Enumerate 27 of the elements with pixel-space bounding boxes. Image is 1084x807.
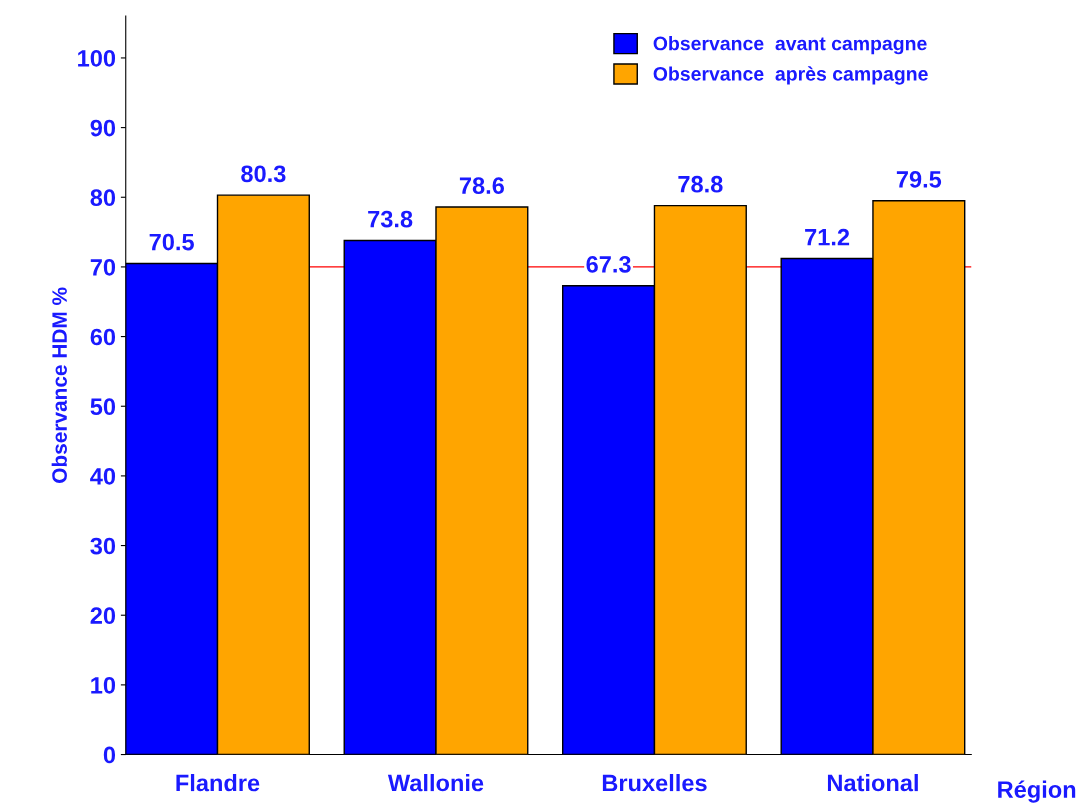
y-tick-label: 20: [90, 607, 116, 625]
legend-label: Observance avant campagne: [653, 36, 927, 55]
legend-label: Observance après campagne: [653, 66, 928, 85]
y-tick-label: 50: [90, 398, 116, 416]
x-axis-title: Région: [998, 780, 1076, 803]
y-tick-label: 100: [78, 50, 116, 67]
x-tick-label: Flandre: [176, 773, 260, 792]
data-label: 67.3: [586, 255, 631, 273]
x-tick-label: Bruxelles: [602, 773, 707, 792]
x-tick-label: Wallonie: [387, 773, 484, 792]
data-label: 73.8: [368, 210, 413, 228]
y-tick-label: 90: [90, 119, 116, 137]
y-tick-label: 40: [90, 467, 116, 485]
x-tick-label: National: [827, 773, 918, 792]
data-label: 80.3: [241, 165, 286, 183]
y-tick-label: 80: [90, 189, 116, 207]
y-tick-label: 60: [90, 328, 116, 346]
y-tick-label: 10: [91, 676, 116, 694]
y-tick-label: 70: [90, 258, 116, 276]
data-label: 78.6: [459, 177, 504, 194]
y-tick-label: 0: [103, 746, 116, 764]
y-tick-label: 30: [90, 537, 116, 555]
data-label: 71.2: [805, 228, 850, 246]
data-label: 78.8: [678, 175, 723, 193]
data-label: 79.5: [896, 171, 942, 188]
data-label: 70.5: [149, 233, 194, 251]
y-axis-title: Observance HDM %: [51, 287, 67, 483]
